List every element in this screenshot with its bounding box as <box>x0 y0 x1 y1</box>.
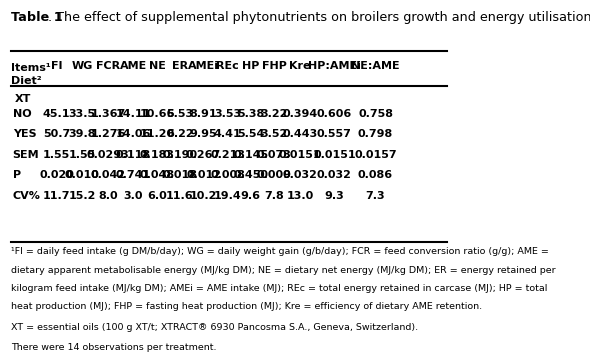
Text: There were 14 observations per treatment.: There were 14 observations per treatment… <box>11 343 217 353</box>
Text: 6.22: 6.22 <box>166 129 194 139</box>
Text: 0.145: 0.145 <box>233 150 268 160</box>
Text: 0.042: 0.042 <box>90 170 126 181</box>
Text: NO: NO <box>13 109 31 119</box>
Text: 5.53: 5.53 <box>166 109 193 119</box>
Text: FI: FI <box>51 61 63 71</box>
Text: 0.450: 0.450 <box>233 170 268 181</box>
Text: 0.012: 0.012 <box>186 170 221 181</box>
Text: 9.3: 9.3 <box>324 191 344 201</box>
Text: YES: YES <box>13 129 37 139</box>
Text: 33.5: 33.5 <box>68 109 96 119</box>
Text: 0.758: 0.758 <box>358 109 393 119</box>
Text: 0.009: 0.009 <box>257 170 291 181</box>
Text: AME: AME <box>120 61 147 71</box>
Text: FHP: FHP <box>262 61 287 71</box>
Text: 0.032: 0.032 <box>317 170 352 181</box>
Text: FCR: FCR <box>96 61 120 71</box>
Text: ER: ER <box>172 61 188 71</box>
Text: dietary apparent metabolisable energy (MJ/kg DM); NE = dietary net energy (MJ/kg: dietary apparent metabolisable energy (M… <box>11 266 556 275</box>
Text: 6.0: 6.0 <box>147 191 167 201</box>
Text: 1.367: 1.367 <box>90 109 126 119</box>
Text: 0.606: 0.606 <box>317 109 352 119</box>
Text: 4.41: 4.41 <box>214 129 241 139</box>
Text: 19.4: 19.4 <box>214 191 241 201</box>
Text: 3.53: 3.53 <box>214 109 241 119</box>
Text: Items¹: Items¹ <box>11 63 51 73</box>
Text: 1.55: 1.55 <box>68 150 96 160</box>
Text: NE: NE <box>149 61 165 71</box>
Text: 0.118: 0.118 <box>116 150 151 160</box>
Text: 14.06: 14.06 <box>116 129 151 139</box>
Text: 0.394: 0.394 <box>283 109 317 119</box>
Text: 10.2: 10.2 <box>190 191 217 201</box>
Text: SEM: SEM <box>13 150 40 160</box>
Text: 0.190: 0.190 <box>162 150 197 160</box>
Text: 0.020: 0.020 <box>39 170 74 181</box>
Text: 3.0: 3.0 <box>124 191 143 201</box>
Text: HP: HP <box>242 61 260 71</box>
Text: 7.8: 7.8 <box>264 191 284 201</box>
Text: 1.276: 1.276 <box>90 129 126 139</box>
Text: 0.032: 0.032 <box>283 170 317 181</box>
Text: 8.0: 8.0 <box>98 191 118 201</box>
Text: 14.11: 14.11 <box>116 109 151 119</box>
Text: 45.1: 45.1 <box>43 109 70 119</box>
Text: . The effect of supplemental phytonutrients on broilers growth and energy utilis: . The effect of supplemental phytonutrie… <box>48 11 590 24</box>
Text: XT: XT <box>15 93 31 104</box>
Text: 0.0151: 0.0151 <box>313 150 356 160</box>
Text: 0.183: 0.183 <box>139 150 175 160</box>
Text: 9.6: 9.6 <box>241 191 261 201</box>
Text: Table 1: Table 1 <box>11 11 63 24</box>
Text: 0.443: 0.443 <box>283 129 317 139</box>
Text: XT = essential oils (100 g XT/t; XTRACT® 6930 Pancosma S.A., Geneva, Switzerland: XT = essential oils (100 g XT/t; XTRACT®… <box>11 324 418 332</box>
Text: 0.213: 0.213 <box>210 150 245 160</box>
Text: ¹FI = daily feed intake (g DM/b/day); WG = daily weight gain (g/b/day); FCR = fe: ¹FI = daily feed intake (g DM/b/day); WG… <box>11 247 549 256</box>
Text: 0.010: 0.010 <box>65 170 100 181</box>
Text: 0.073: 0.073 <box>257 150 291 160</box>
Text: Diet²: Diet² <box>11 76 41 86</box>
Text: 0.0151: 0.0151 <box>278 150 322 160</box>
Text: 0.048: 0.048 <box>139 170 175 181</box>
Text: 10.66: 10.66 <box>139 109 175 119</box>
Text: 0.798: 0.798 <box>358 129 393 139</box>
Text: 0.267: 0.267 <box>186 150 221 160</box>
Text: 0.018: 0.018 <box>162 170 197 181</box>
Text: 11.7: 11.7 <box>43 191 70 201</box>
Text: 5.38: 5.38 <box>237 109 264 119</box>
Text: 0.0157: 0.0157 <box>354 150 397 160</box>
Text: 50.7: 50.7 <box>43 129 70 139</box>
Text: 11.6: 11.6 <box>166 191 194 201</box>
Text: 3.52: 3.52 <box>261 129 288 139</box>
Text: 0.0293: 0.0293 <box>87 150 129 160</box>
Text: 9.95: 9.95 <box>190 129 218 139</box>
Text: 5.54: 5.54 <box>237 129 264 139</box>
Text: 39.8: 39.8 <box>68 129 96 139</box>
Text: REc: REc <box>216 61 239 71</box>
Text: HP:AMEi: HP:AMEi <box>308 61 360 71</box>
Text: P: P <box>13 170 21 181</box>
Text: 13.0: 13.0 <box>286 191 314 201</box>
Text: heat production (MJ); FHP = fasting heat production (MJ); Kre = efficiency of di: heat production (MJ); FHP = fasting heat… <box>11 302 482 312</box>
Text: Kre: Kre <box>289 61 311 71</box>
Text: 1.55: 1.55 <box>43 150 70 160</box>
Text: kilogram feed intake (MJ/kg DM); AMEi = AME intake (MJ); REc = total energy reta: kilogram feed intake (MJ/kg DM); AMEi = … <box>11 284 548 293</box>
Text: 0.086: 0.086 <box>358 170 393 181</box>
Text: 7.3: 7.3 <box>366 191 385 201</box>
Text: CV%: CV% <box>13 191 41 201</box>
Text: 0.008: 0.008 <box>210 170 245 181</box>
Text: 0.741: 0.741 <box>116 170 151 181</box>
Text: 0.557: 0.557 <box>317 129 352 139</box>
Text: NE:AME: NE:AME <box>351 61 400 71</box>
Text: AMEi: AMEi <box>188 61 219 71</box>
Text: 8.91: 8.91 <box>190 109 218 119</box>
Text: WG: WG <box>71 61 93 71</box>
Text: 15.2: 15.2 <box>68 191 96 201</box>
Text: 3.22: 3.22 <box>261 109 288 119</box>
Text: 11.20: 11.20 <box>139 129 175 139</box>
